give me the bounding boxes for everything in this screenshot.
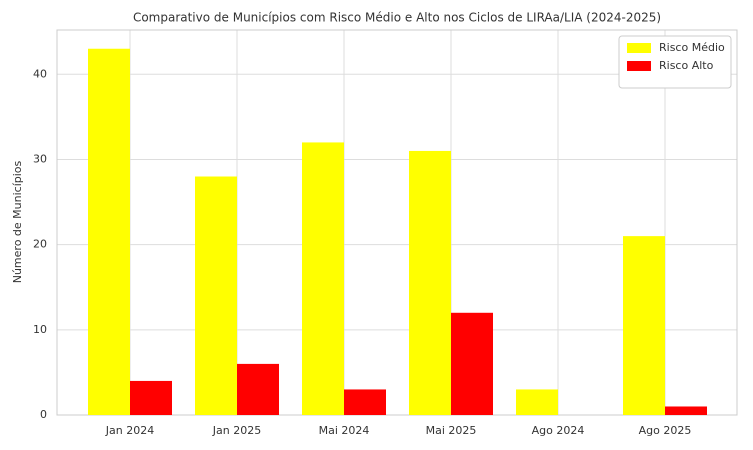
legend-label: Risco Alto bbox=[659, 59, 714, 72]
y-axis-label: Número de Municípios bbox=[11, 160, 24, 283]
bar bbox=[623, 236, 665, 415]
y-tick-label: 40 bbox=[33, 67, 47, 80]
legend-swatch bbox=[627, 43, 651, 53]
bar bbox=[451, 312, 493, 415]
chart-title: Comparativo de Municípios com Risco Médi… bbox=[133, 11, 661, 25]
bar bbox=[195, 176, 237, 415]
bar bbox=[516, 389, 558, 415]
bar bbox=[88, 48, 130, 415]
bar bbox=[665, 406, 707, 415]
y-tick-label: 30 bbox=[33, 152, 47, 165]
bar bbox=[409, 150, 451, 415]
plot-frame bbox=[56, 29, 738, 416]
bar bbox=[237, 363, 279, 415]
y-tick-label: 10 bbox=[33, 323, 47, 336]
x-tick-label: Jan 2025 bbox=[212, 424, 261, 437]
y-tick-label: 20 bbox=[33, 238, 47, 251]
x-tick-label: Ago 2025 bbox=[639, 424, 692, 437]
x-tick-label: Jan 2024 bbox=[105, 424, 154, 437]
legend-label: Risco Médio bbox=[659, 41, 725, 54]
legend-swatch bbox=[627, 61, 651, 71]
x-tick-label: Mai 2025 bbox=[426, 424, 477, 437]
bar bbox=[130, 380, 172, 415]
x-tick-label: Mai 2024 bbox=[319, 424, 370, 437]
bar bbox=[302, 142, 344, 415]
bar bbox=[344, 389, 386, 415]
y-tick-label: 0 bbox=[40, 408, 47, 421]
x-tick-label: Ago 2024 bbox=[532, 424, 585, 437]
